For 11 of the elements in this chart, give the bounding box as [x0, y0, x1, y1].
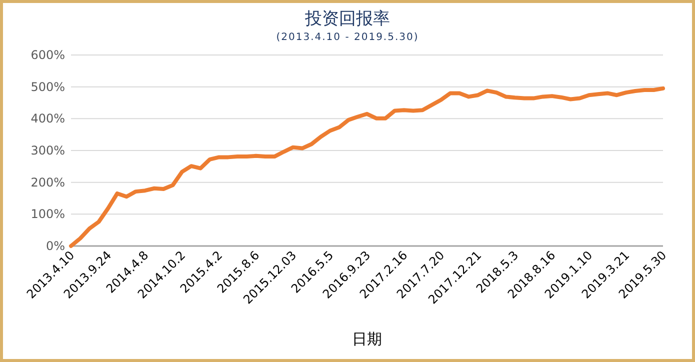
y-tick-label: 300% — [30, 144, 65, 158]
x-axis-title: 日期 — [352, 330, 382, 348]
line-series — [69, 86, 665, 248]
chart-subtitle: (2013.4.10 - 2019.5.30) — [276, 32, 419, 43]
y-tick-label: 0% — [46, 239, 65, 253]
y-tick-label: 100% — [30, 207, 65, 222]
y-tick-label: 200% — [30, 175, 65, 190]
y-tick-label: 500% — [30, 80, 65, 94]
chart-title: 投资回报率 — [304, 9, 390, 29]
y-tick-label: 400% — [30, 112, 65, 126]
y-tick-label: 600% — [30, 48, 65, 62]
